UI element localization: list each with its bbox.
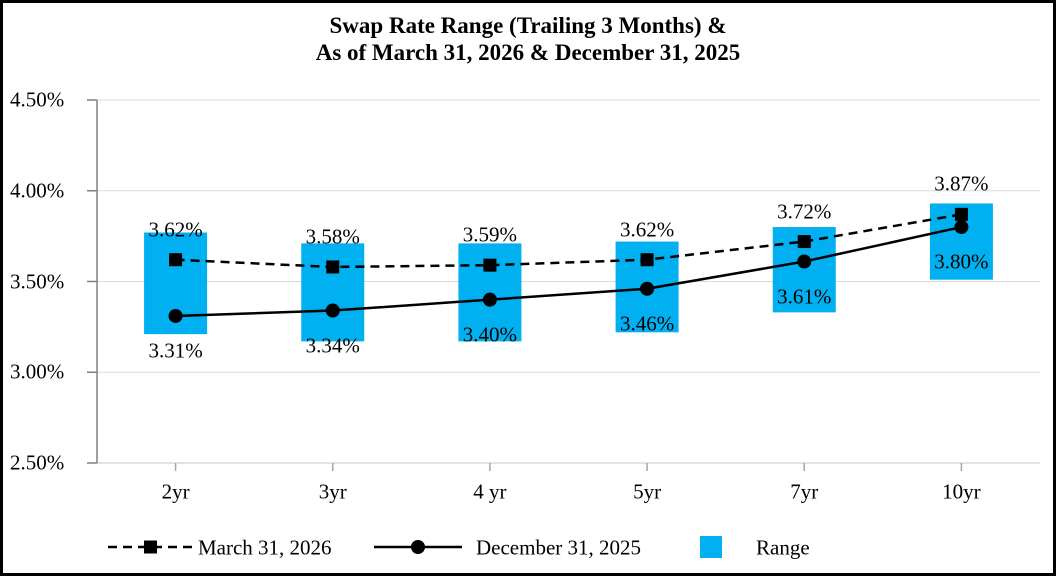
march-marker: [640, 253, 654, 267]
chart-title-line1: Swap Rate Range (Trailing 3 Months) &: [329, 13, 727, 38]
legend-label-range: Range: [756, 535, 810, 560]
legend-label-december: December 31, 2025: [476, 535, 642, 560]
december-marker: [954, 220, 969, 235]
legend-label-march: March 31, 2026: [198, 535, 332, 560]
december-marker: [482, 292, 497, 307]
december-line: [175, 225, 962, 318]
march-marker: [797, 235, 811, 249]
december-marker: [325, 303, 340, 318]
december-marker: [640, 281, 655, 296]
chart-title-line2: As of March 31, 2026 & December 31, 2025: [315, 40, 741, 65]
march-marker: [169, 253, 183, 267]
legend-march-line-sample: [108, 540, 192, 554]
legend-december-line-sample: [374, 540, 462, 554]
legend-range-swatch-icon: [700, 536, 722, 558]
march-marker: [326, 260, 340, 274]
legend-square-marker-icon: [144, 540, 157, 554]
legend-circle-marker-icon: [411, 540, 425, 554]
december-marker: [797, 254, 812, 269]
range-bar: [301, 243, 365, 342]
march-marker: [483, 258, 497, 272]
range-bar: [458, 243, 522, 342]
december-marker: [168, 308, 183, 323]
march-marker: [954, 207, 968, 221]
march-line: [175, 213, 962, 269]
chart-title: Swap Rate Range (Trailing 3 Months) & As…: [0, 12, 1056, 66]
